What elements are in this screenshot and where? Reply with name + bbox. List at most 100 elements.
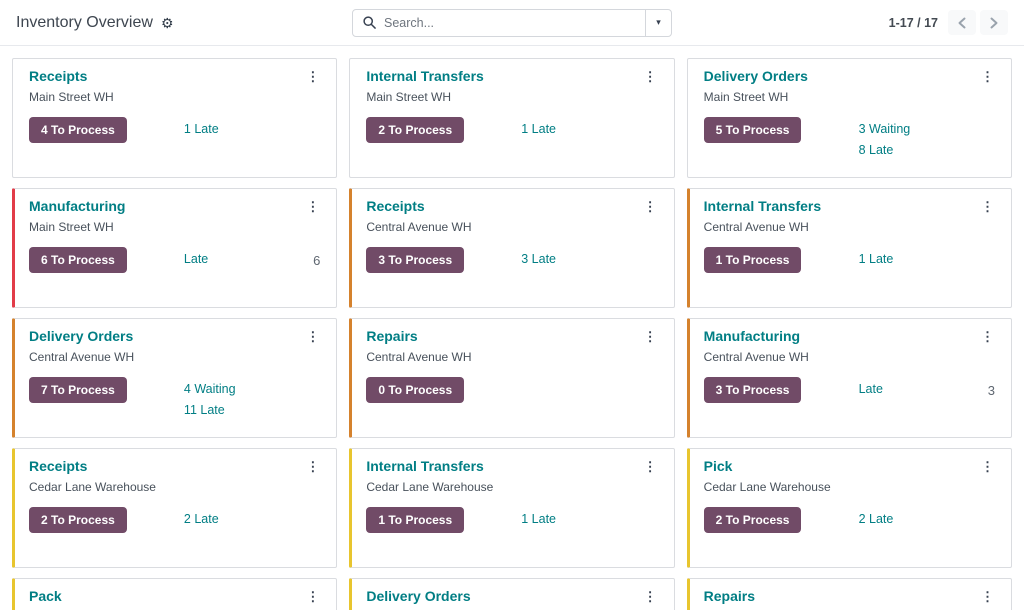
card-header: Internal Transfers Main Street WH ⋮ [366, 68, 658, 104]
card-title-link[interactable]: Pick [703, 458, 733, 474]
card-warehouse: Main Street WH [29, 220, 114, 234]
pager-previous-button[interactable] [948, 10, 976, 35]
kanban-card: Receipts Main Street WH ⋮ 4 To Process 1… [12, 58, 338, 178]
kanban-card: Internal Transfers Main Street WH ⋮ 2 To… [349, 58, 675, 178]
chevron-right-icon [990, 17, 998, 28]
kebab-menu-icon[interactable]: ⋮ [643, 459, 657, 474]
card-title-link[interactable]: Delivery Orders [703, 68, 808, 84]
to-process-button[interactable]: 6 To Process [29, 247, 127, 273]
status-link[interactable]: Late [858, 382, 883, 396]
breadcrumb: Inventory Overview ⚙ [16, 14, 174, 32]
pager: 1-17 / 17 [889, 10, 1008, 35]
status-link[interactable]: 2 Late [183, 512, 219, 526]
to-process-button[interactable]: 2 To Process [366, 117, 465, 143]
card-header: Repairs ⋮ [704, 588, 996, 606]
search-icon [353, 10, 376, 36]
card-links: 2 Late [184, 510, 219, 531]
to-process-button[interactable]: 5 To Process [703, 117, 802, 143]
card-actions: 5 To Process 3 Waiting 8 Late [703, 117, 996, 157]
to-process-button[interactable]: 7 To Process [29, 377, 127, 403]
card-title-link[interactable]: Pack [29, 588, 62, 604]
page-title: Inventory Overview [16, 13, 153, 31]
to-process-button[interactable]: 4 To Process [29, 117, 127, 143]
pager-range: 1-17 / 17 [888, 15, 938, 30]
status-link[interactable]: 3 Late [521, 252, 557, 266]
card-title-link[interactable]: Repairs [366, 328, 418, 344]
card-title-link[interactable]: Internal Transfers [703, 198, 822, 214]
kanban-card: Internal Transfers Central Avenue WH ⋮ 1… [686, 188, 1012, 308]
card-header: Delivery Orders Central Avenue WH ⋮ [29, 328, 321, 364]
card-title-link[interactable]: Repairs [703, 588, 756, 604]
card-title-link[interactable]: Manufacturing [703, 328, 801, 344]
card-title-link[interactable]: Manufacturing [29, 198, 126, 214]
status-link[interactable]: 1 Late [858, 252, 894, 266]
status-link[interactable]: 11 Late [183, 403, 225, 417]
to-process-button[interactable]: 1 To Process [366, 507, 465, 533]
kebab-menu-icon[interactable]: ⋮ [306, 69, 320, 84]
card-warehouse: Main Street WH [366, 90, 452, 104]
card-links: 3 Waiting 8 Late [859, 120, 911, 162]
to-process-button[interactable]: 2 To Process [29, 507, 127, 533]
kebab-menu-icon[interactable]: ⋮ [643, 69, 657, 84]
kebab-menu-icon[interactable]: ⋮ [306, 199, 320, 214]
kebab-menu-icon[interactable]: ⋮ [306, 329, 320, 344]
card-links: 1 Late [521, 510, 556, 531]
card-title-link[interactable]: Delivery Orders [29, 328, 134, 344]
kebab-menu-icon[interactable]: ⋮ [981, 199, 994, 214]
kebab-menu-icon[interactable]: ⋮ [643, 199, 657, 214]
chevron-left-icon [958, 17, 966, 28]
card-title-link[interactable]: Receipts [366, 198, 425, 214]
card-title-link[interactable]: Internal Transfers [366, 68, 484, 84]
kanban-card: Delivery Orders ⋮ [349, 578, 675, 610]
card-actions: 2 To Process 2 Late [29, 507, 321, 535]
kebab-menu-icon[interactable]: ⋮ [981, 459, 994, 474]
status-link[interactable]: 2 Late [858, 512, 894, 526]
card-header: Delivery Orders Main Street WH ⋮ [704, 68, 996, 104]
kebab-menu-icon[interactable]: ⋮ [306, 589, 320, 604]
card-header: Internal Transfers Cedar Lane Warehouse … [366, 458, 658, 494]
card-actions: 2 To Process 1 Late [366, 117, 658, 145]
kebab-menu-icon[interactable]: ⋮ [306, 459, 320, 474]
search-input[interactable] [376, 9, 645, 36]
status-link[interactable]: 1 Late [521, 512, 557, 526]
kanban-grid: Receipts Main Street WH ⋮ 4 To Process 1… [0, 46, 1024, 610]
status-link[interactable]: 1 Late [183, 122, 219, 136]
card-header: Manufacturing Main Street WH ⋮ [29, 198, 321, 234]
kebab-menu-icon[interactable]: ⋮ [981, 589, 994, 604]
card-links: 4 Waiting 11 Late [184, 380, 236, 422]
card-warehouse: Cedar Lane Warehouse [29, 480, 156, 494]
card-title-link[interactable]: Delivery Orders [366, 588, 471, 604]
card-header: Delivery Orders ⋮ [366, 588, 658, 606]
gear-icon[interactable]: ⚙ [160, 14, 174, 31]
card-actions: 0 To Process [366, 377, 658, 405]
card-links: 1 Late [859, 250, 894, 271]
search-options-toggle[interactable]: ▾ [645, 9, 671, 36]
kebab-menu-icon[interactable]: ⋮ [981, 69, 994, 84]
kebab-menu-icon[interactable]: ⋮ [643, 589, 657, 604]
card-header: Repairs Central Avenue WH ⋮ [366, 328, 658, 364]
status-link[interactable]: 8 Late [858, 143, 894, 157]
kebab-menu-icon[interactable]: ⋮ [643, 329, 657, 344]
card-title-link[interactable]: Receipts [29, 68, 88, 84]
card-title-link[interactable]: Receipts [29, 458, 88, 474]
card-warehouse: Cedar Lane Warehouse [703, 480, 831, 494]
to-process-button[interactable]: 2 To Process [703, 507, 802, 533]
status-link[interactable]: 1 Late [521, 122, 557, 136]
card-title-link[interactable]: Internal Transfers [366, 458, 484, 474]
card-header: Receipts Cedar Lane Warehouse ⋮ [29, 458, 321, 494]
late-count: 3 [987, 383, 995, 398]
pager-next-button[interactable] [980, 10, 1008, 35]
to-process-button[interactable]: 3 To Process [703, 377, 802, 403]
to-process-button[interactable]: 1 To Process [703, 247, 802, 273]
card-header: Manufacturing Central Avenue WH ⋮ [704, 328, 996, 364]
kanban-card: Internal Transfers Cedar Lane Warehouse … [349, 448, 675, 568]
kebab-menu-icon[interactable]: ⋮ [981, 329, 994, 344]
status-link[interactable]: 4 Waiting [183, 382, 236, 396]
status-link[interactable]: 3 Waiting [858, 122, 911, 136]
to-process-button[interactable]: 0 To Process [366, 377, 465, 403]
to-process-button[interactable]: 3 To Process [366, 247, 465, 273]
kanban-card: Receipts Central Avenue WH ⋮ 3 To Proces… [349, 188, 675, 308]
kanban-card: Delivery Orders Main Street WH ⋮ 5 To Pr… [686, 58, 1012, 178]
card-warehouse: Cedar Lane Warehouse [366, 480, 494, 494]
status-link[interactable]: Late [183, 252, 209, 266]
